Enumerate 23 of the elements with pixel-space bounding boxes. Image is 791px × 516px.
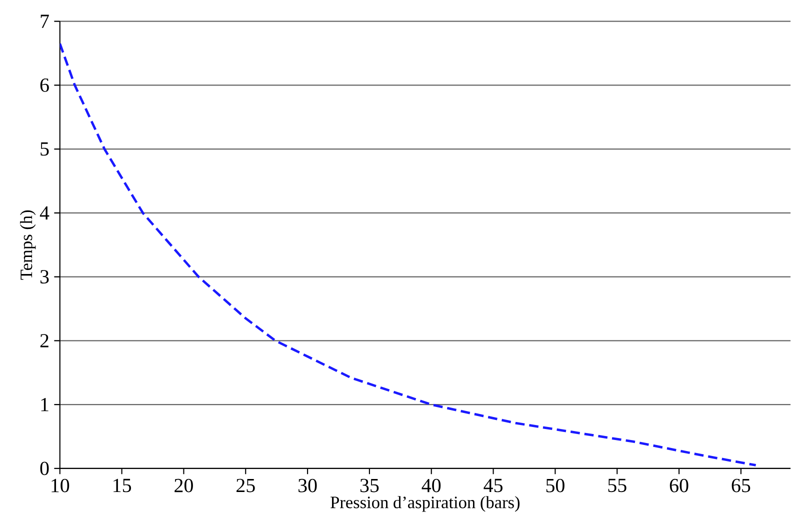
x-tick-label: 35 bbox=[360, 478, 379, 492]
line-series bbox=[60, 42, 758, 466]
x-tick-label: 25 bbox=[236, 478, 255, 492]
x-tick-label: 45 bbox=[484, 478, 502, 492]
x-tick-label: 15 bbox=[114, 478, 132, 492]
x-tick-label: 60 bbox=[670, 478, 688, 492]
y-tick-label: 1 bbox=[41, 398, 48, 412]
y-tick-label: 7 bbox=[40, 14, 49, 28]
x-tick-label: 10 bbox=[52, 478, 70, 492]
y-tick-label: 4 bbox=[40, 206, 50, 220]
y-axis-title: Temps (h) bbox=[20, 210, 36, 280]
y-tick-label: 2 bbox=[40, 334, 48, 348]
y-tick-label: 0 bbox=[40, 462, 49, 476]
x-tick-label: 50 bbox=[546, 478, 564, 492]
x-tick-label: 55 bbox=[608, 478, 626, 492]
y-tick-label: 6 bbox=[40, 78, 49, 92]
y-tick-label: 5 bbox=[40, 142, 49, 156]
x-axis-title: Pression d’aspiration (bars) bbox=[330, 496, 520, 512]
x-tick-label: 65 bbox=[732, 478, 750, 492]
y-tick-label: 3 bbox=[40, 270, 49, 284]
x-tick-label: 40 bbox=[422, 478, 441, 492]
x-tick-label: 30 bbox=[298, 478, 317, 492]
x-tick-label: 20 bbox=[174, 478, 193, 492]
